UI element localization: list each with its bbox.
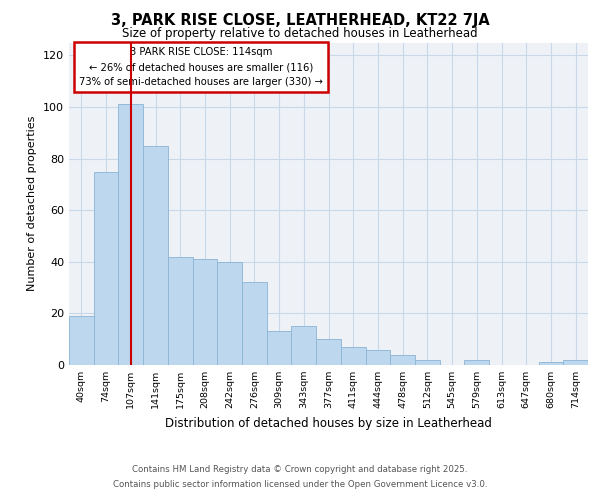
Bar	[365, 350, 390, 365]
Bar	[118, 104, 143, 365]
Text: Size of property relative to detached houses in Leatherhead: Size of property relative to detached ho…	[122, 28, 478, 40]
Bar	[316, 339, 341, 365]
Bar	[193, 259, 217, 365]
X-axis label: Distribution of detached houses by size in Leatherhead: Distribution of detached houses by size …	[165, 416, 492, 430]
Bar	[292, 326, 316, 365]
Bar	[69, 316, 94, 365]
Bar	[94, 172, 118, 365]
Bar	[539, 362, 563, 365]
Bar	[143, 146, 168, 365]
Text: 3, PARK RISE CLOSE, LEATHERHEAD, KT22 7JA: 3, PARK RISE CLOSE, LEATHERHEAD, KT22 7J…	[110, 12, 490, 28]
Bar	[341, 347, 365, 365]
Bar	[464, 360, 489, 365]
Text: 3 PARK RISE CLOSE: 114sqm
← 26% of detached houses are smaller (116)
73% of semi: 3 PARK RISE CLOSE: 114sqm ← 26% of detac…	[79, 48, 323, 87]
Y-axis label: Number of detached properties: Number of detached properties	[28, 116, 37, 292]
Bar	[390, 354, 415, 365]
Bar	[217, 262, 242, 365]
Bar	[415, 360, 440, 365]
Bar	[242, 282, 267, 365]
Text: Contains HM Land Registry data © Crown copyright and database right 2025.: Contains HM Land Registry data © Crown c…	[132, 465, 468, 474]
Text: Contains public sector information licensed under the Open Government Licence v3: Contains public sector information licen…	[113, 480, 487, 489]
Bar	[267, 332, 292, 365]
Bar	[168, 256, 193, 365]
Bar	[563, 360, 588, 365]
